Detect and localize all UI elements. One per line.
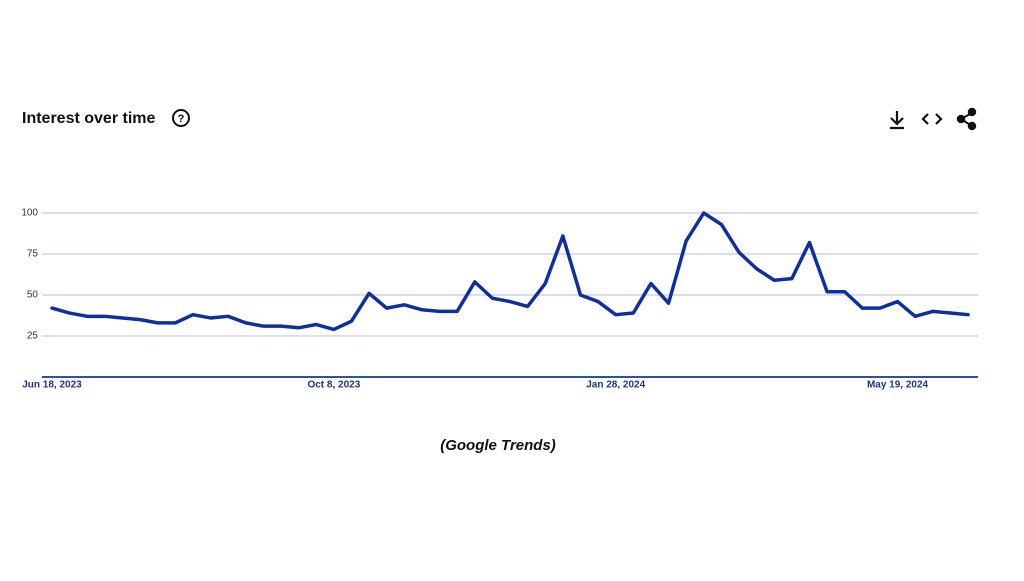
x-tick-label: Oct 8, 2023 bbox=[307, 380, 360, 391]
embed-icon[interactable] bbox=[921, 113, 943, 125]
chart-title: Interest over time bbox=[22, 110, 155, 127]
x-tick-label: May 19, 2024 bbox=[867, 380, 929, 391]
svg-text:?: ? bbox=[178, 113, 185, 125]
trend-line bbox=[50, 211, 970, 332]
y-tick-label: 100 bbox=[21, 208, 38, 219]
caption: (Google Trends) bbox=[440, 437, 556, 454]
y-tick-label: 25 bbox=[27, 331, 39, 342]
download-icon[interactable] bbox=[890, 111, 904, 130]
x-tick-label: Jun 18, 2023 bbox=[22, 380, 82, 391]
y-tick-label: 50 bbox=[27, 290, 39, 301]
help-icon[interactable]: ? bbox=[172, 109, 190, 127]
x-tick-label: Jan 28, 2024 bbox=[586, 380, 645, 391]
share-icon[interactable] bbox=[956, 107, 977, 131]
y-tick-label: 75 bbox=[27, 249, 39, 260]
